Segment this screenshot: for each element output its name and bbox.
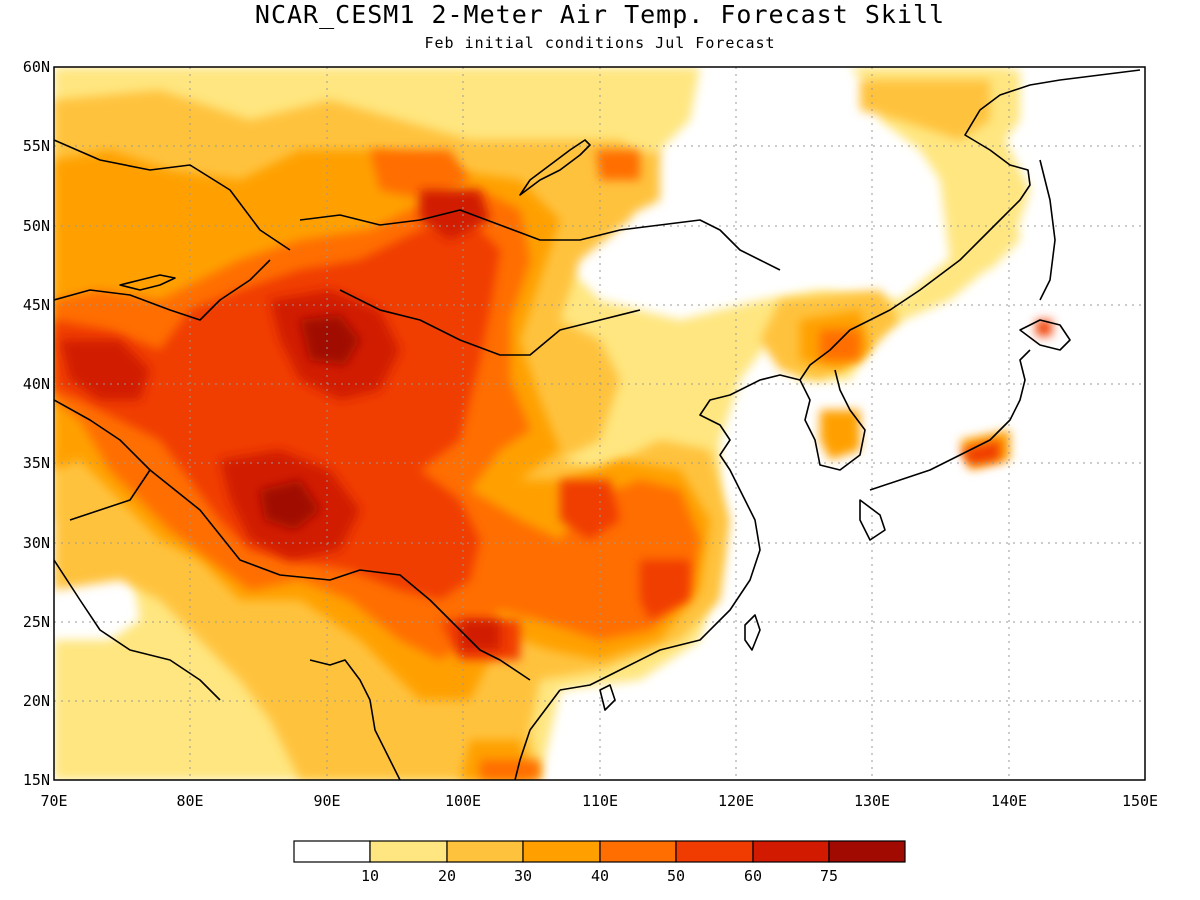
colorbar-box-6 xyxy=(752,840,830,863)
colorbar-box-0 xyxy=(293,840,371,863)
skill-field xyxy=(54,67,1145,780)
china-south-border xyxy=(149,469,531,681)
colorbar-box-2 xyxy=(446,840,524,863)
colorbar-label: 60 xyxy=(744,867,762,885)
china-mongolia-border xyxy=(299,209,781,271)
colorbar-label: 50 xyxy=(667,867,685,885)
japan-hokkaido xyxy=(1019,319,1071,351)
lat-tick-label: 35N xyxy=(23,454,50,472)
kazakhstan-border xyxy=(54,259,271,321)
lon-tick-label: 100E xyxy=(445,792,481,810)
longitude-labels: 70E 80E 90E 100E 110E 120E 130E 140E 150… xyxy=(40,792,1158,810)
east-asia-coastline xyxy=(559,69,1141,691)
russia-border xyxy=(54,139,291,251)
hainan-island xyxy=(599,684,616,711)
colorbar-box-3 xyxy=(522,840,601,863)
lon-tick-label: 70E xyxy=(40,792,67,810)
lake-balkhash xyxy=(119,274,176,291)
colorbar-label: 20 xyxy=(438,867,456,885)
japan-kyushu xyxy=(859,499,886,541)
lat-tick-label: 20N xyxy=(23,692,50,710)
india-coast xyxy=(54,559,221,701)
lat-tick-label: 50N xyxy=(23,217,50,235)
lon-tick-label: 90E xyxy=(313,792,340,810)
lat-tick-label: 30N xyxy=(23,534,50,552)
lon-tick-label: 120E xyxy=(718,792,754,810)
lat-tick-label: 40N xyxy=(23,375,50,393)
coastlines-and-borders xyxy=(54,69,1141,780)
skill-band-75-plus xyxy=(260,315,360,530)
lat-tick-label: 15N xyxy=(23,771,50,789)
latitude-labels: 60N 55N 50N 45N 40N 35N 30N 25N 20N 15N xyxy=(23,58,50,789)
colorbar-box-1 xyxy=(369,840,448,863)
lat-tick-label: 55N xyxy=(23,137,50,155)
colorbar: 10 20 30 40 50 60 75 xyxy=(293,840,906,885)
colorbar-label: 10 xyxy=(361,867,379,885)
map-title: NCAR_CESM1 2-Meter Air Temp. Forecast Sk… xyxy=(254,0,946,29)
colorbar-label: 40 xyxy=(591,867,609,885)
lat-tick-label: 60N xyxy=(23,58,50,76)
korea-peninsula xyxy=(799,369,866,471)
mongolia-south-border xyxy=(339,289,641,356)
colorbar-label: 75 xyxy=(820,867,838,885)
colorbar-box-5 xyxy=(675,840,754,863)
lat-tick-label: 25N xyxy=(23,613,50,631)
lake-baikal xyxy=(519,139,591,196)
colorbar-box-7 xyxy=(828,840,906,863)
sakhalin-island xyxy=(1039,159,1056,301)
bay-of-bengal-coast xyxy=(309,659,401,780)
map-frame xyxy=(53,66,1146,781)
central-asia-border xyxy=(54,399,151,521)
indochina-coast xyxy=(514,689,561,780)
colorbar-label: 30 xyxy=(514,867,532,885)
lon-tick-label: 80E xyxy=(176,792,203,810)
japan-honshu xyxy=(869,349,1031,491)
lon-tick-label: 150E xyxy=(1122,792,1158,810)
lon-tick-label: 130E xyxy=(854,792,890,810)
lon-tick-label: 110E xyxy=(582,792,618,810)
taiwan-island xyxy=(744,614,761,651)
lat-tick-label: 45N xyxy=(23,296,50,314)
map-subtitle: Feb initial conditions Jul Forecast xyxy=(424,34,776,52)
colorbar-box-4 xyxy=(599,840,677,863)
lon-tick-label: 140E xyxy=(991,792,1027,810)
